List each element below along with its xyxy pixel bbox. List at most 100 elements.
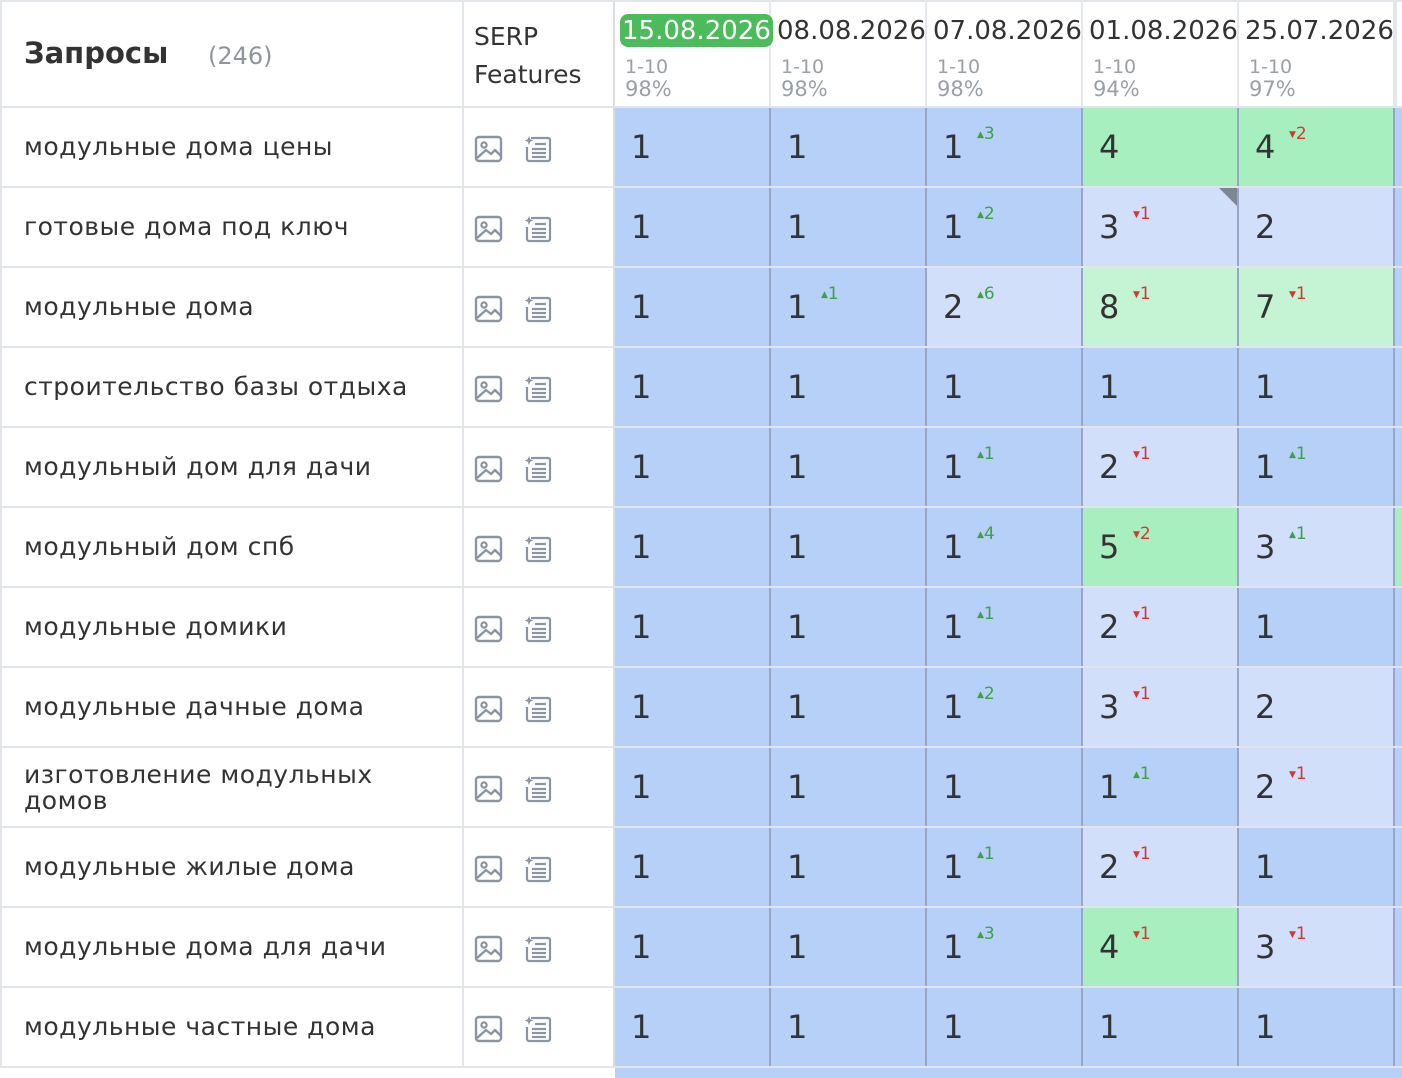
position-cell[interactable]: 1 [615,268,771,346]
query-text[interactable]: изготовление модульных домов [24,760,373,815]
position-cell[interactable]: 1 [771,988,927,1066]
query-text[interactable]: модульные частные дома [24,1012,376,1041]
query-cell[interactable]: строительство базы отдыха [0,348,464,426]
query-text[interactable]: модульный дом для дачи [24,452,372,481]
position-cell[interactable]: 1 ▲2 [927,668,1083,746]
query-cell[interactable]: модульный дом для дачи [0,428,464,506]
position-cell[interactable]: 2 [1239,188,1395,266]
position-cell[interactable]: 3 ▼1 [1083,668,1239,746]
position-cell[interactable]: 1 [615,668,771,746]
position-cell[interactable]: 3 ▲1 [1239,508,1395,586]
table-row[interactable]: модульный дом для дачи 1 1 1 ▲1 2 ▼1 1 ▲1 [0,426,1402,506]
position-cell[interactable]: 1 [615,108,771,186]
position-cell[interactable]: 2 ▼1 [1083,588,1239,666]
position-cell[interactable]: 1 [615,428,771,506]
position-cell[interactable]: 1 ▲1 [1083,748,1239,826]
position-cell[interactable]: 2 [1239,668,1395,746]
query-text[interactable]: строительство базы отдыха [24,372,408,401]
date-label[interactable]: 15.08.2026 [620,14,773,47]
table-row[interactable]: изготовление модульных домов 1 1 1 1 ▲1 2 ▼1 [0,746,1402,826]
query-cell[interactable]: модульные дома для дачи [0,908,464,986]
position-cell[interactable]: 1 [1239,828,1395,906]
position-cell[interactable]: 4 [1083,108,1239,186]
position-cell[interactable]: 5 ▼2 [1083,508,1239,586]
position-cell[interactable]: 1 [927,748,1083,826]
date-label[interactable]: 25.07.2026 [1245,16,1394,46]
query-text[interactable]: модульные жилые дома [24,852,355,881]
query-cell[interactable]: модульные домики [0,588,464,666]
table-row[interactable]: модульные частные дома 1 1 1 1 1 [0,986,1402,1066]
query-cell[interactable]: модульный дом спб [0,508,464,586]
position-cell[interactable]: 1 ▲3 [927,108,1083,186]
date-label[interactable]: 07.08.2026 [933,16,1082,46]
position-cell[interactable]: 1 ▲1 [927,828,1083,906]
position-cell[interactable]: 2 ▼1 [1239,748,1395,826]
position-cell[interactable]: 1 [1239,988,1395,1066]
position-cell[interactable]: 8 ▼1 [1083,268,1239,346]
position-cell[interactable]: 1 [771,668,927,746]
query-cell[interactable]: готовые дома под ключ [0,188,464,266]
position-cell[interactable]: 2 ▼1 [1083,428,1239,506]
date-column-header[interactable]: 07.08.2026 1-10 98% [927,2,1083,106]
position-cell[interactable]: 1 [615,748,771,826]
table-row[interactable]: готовые дома под ключ 1 1 1 ▲2 3 ▼1 2 [0,186,1402,266]
query-cell[interactable]: модульные дачные дома [0,668,464,746]
position-cell[interactable]: 1 [1239,348,1395,426]
position-cell[interactable]: 1 [771,108,927,186]
position-cell[interactable]: 1 [771,188,927,266]
query-cell[interactable]: модульные дома [0,268,464,346]
table-row[interactable]: модульные домики 1 1 1 ▲1 2 ▼1 1 [0,586,1402,666]
position-cell[interactable]: 1 [771,748,927,826]
position-cell[interactable]: 1 [615,828,771,906]
position-cell[interactable]: 1 [615,988,771,1066]
queries-header[interactable]: Запросы (246) [0,2,464,106]
position-cell[interactable]: 1 [615,508,771,586]
position-cell[interactable]: 1 [927,348,1083,426]
position-cell[interactable]: 4 ▼1 [1083,908,1239,986]
position-cell[interactable]: 1 [927,988,1083,1066]
position-cell[interactable]: 1 [615,348,771,426]
position-cell[interactable]: 1 [1083,988,1239,1066]
position-cell[interactable]: 1 [771,428,927,506]
position-cell[interactable]: 1 ▲4 [927,508,1083,586]
table-row[interactable]: модульные дома цены 1 1 1 ▲3 4 4 ▼2 [0,106,1402,186]
query-cell[interactable]: модульные жилые дома [0,828,464,906]
position-cell[interactable]: 1 [615,188,771,266]
position-cell[interactable]: 1 [771,508,927,586]
query-cell[interactable]: модульные частные дома [0,988,464,1066]
query-cell[interactable]: изготовление модульных домов [0,748,464,826]
position-cell[interactable]: 1 ▲1 [927,588,1083,666]
position-cell[interactable]: 1 ▲3 [927,908,1083,986]
position-cell[interactable]: 1 ▲1 [1239,428,1395,506]
table-row[interactable]: строительство базы отдыха 1 1 1 1 1 [0,346,1402,426]
table-row[interactable]: модульные дома для дачи 1 1 1 ▲3 4 ▼1 3 ▼1 [0,906,1402,986]
date-column-header[interactable]: 08.08.2026 1-10 98% [771,2,927,106]
position-cell[interactable]: 1 [615,908,771,986]
position-cell[interactable]: 1 [1083,348,1239,426]
date-column-header[interactable]: 25.07.2026 1-10 97% [1239,2,1395,106]
query-text[interactable]: модульные дома [24,292,255,321]
date-column-header[interactable]: 01.08.2026 1-10 94% [1083,2,1239,106]
query-text[interactable]: модульные домики [24,612,288,641]
position-cell[interactable]: 1 ▲1 [927,428,1083,506]
position-cell[interactable]: 7 ▼1 [1239,268,1395,346]
position-cell[interactable]: 1 [771,828,927,906]
note-marker-icon[interactable] [1219,188,1237,206]
query-text[interactable]: готовые дома под ключ [24,212,350,241]
table-row[interactable]: модульные жилые дома 1 1 1 ▲1 2 ▼1 1 [0,826,1402,906]
position-cell[interactable]: 3 ▼1 [1083,188,1239,266]
position-cell[interactable]: 1 ▲2 [927,188,1083,266]
query-text[interactable]: модульные дома для дачи [24,932,387,961]
position-cell[interactable]: 2 ▲6 [927,268,1083,346]
position-cell[interactable]: 2 ▼1 [1083,828,1239,906]
table-row[interactable]: модульные дачные дома 1 1 1 ▲2 3 ▼1 2 [0,666,1402,746]
date-label[interactable]: 08.08.2026 [777,16,926,46]
date-label[interactable]: 01.08.2026 [1089,16,1238,46]
query-text[interactable]: модульные дачные дома [24,692,365,721]
date-column-header[interactable]: 15.08.2026 1-10 98% [615,2,773,106]
query-cell[interactable]: модульные дома цены [0,108,464,186]
query-text[interactable]: модульные дома цены [24,132,334,161]
position-cell[interactable]: 1 [771,588,927,666]
position-cell[interactable]: 1 [1239,588,1395,666]
position-cell[interactable]: 3 ▼1 [1239,908,1395,986]
